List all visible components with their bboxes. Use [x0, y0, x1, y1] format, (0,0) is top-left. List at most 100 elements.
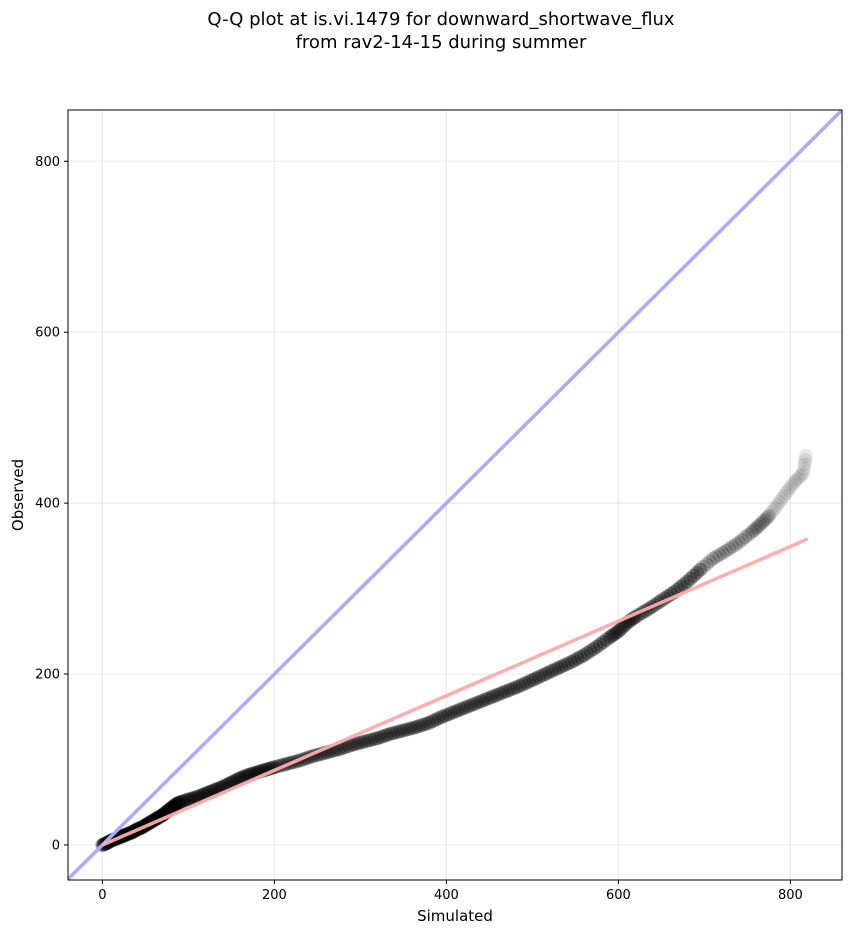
data-point	[789, 472, 804, 487]
data-point	[706, 551, 720, 566]
data-point	[673, 579, 688, 594]
data-point	[177, 793, 192, 808]
data-point	[779, 485, 794, 500]
data-point	[389, 725, 404, 740]
data-point	[580, 646, 595, 661]
data-point	[757, 513, 772, 528]
data-point	[676, 577, 691, 592]
data-point	[364, 732, 379, 747]
data-point	[783, 480, 798, 495]
y-axis-label: Observed	[9, 459, 27, 531]
data-point	[438, 708, 453, 723]
data-point	[172, 795, 187, 810]
data-point	[418, 716, 433, 731]
data-point	[367, 731, 382, 746]
data-point	[502, 682, 517, 697]
data-point	[187, 790, 202, 805]
data-point	[731, 535, 746, 550]
data-point	[338, 740, 353, 755]
data-point	[351, 736, 366, 751]
data-point	[457, 700, 472, 715]
data-point	[383, 726, 398, 741]
grid	[68, 110, 842, 880]
data-point	[451, 703, 466, 718]
data-point	[753, 517, 768, 532]
y-tick-label: 0	[52, 838, 60, 853]
data-point	[547, 662, 562, 677]
y-tick-label: 600	[35, 326, 60, 341]
data-point	[168, 797, 183, 812]
data-point	[712, 547, 727, 562]
data-point	[751, 519, 766, 534]
data-point	[602, 630, 617, 645]
data-point	[373, 730, 388, 745]
data-point	[796, 461, 811, 476]
data-point	[169, 797, 184, 812]
data-point	[473, 694, 488, 709]
data-point	[531, 670, 546, 685]
data-point	[567, 653, 582, 668]
data-point	[764, 506, 779, 521]
data-point	[431, 711, 446, 726]
data-point	[354, 735, 369, 750]
data-point	[725, 539, 740, 554]
data-point	[573, 649, 588, 664]
data-point	[699, 557, 714, 572]
data-point	[460, 699, 475, 714]
data-point	[583, 643, 598, 658]
data-point	[774, 491, 789, 506]
data-point	[406, 720, 421, 735]
data-point	[486, 689, 501, 704]
data-point	[761, 508, 776, 523]
data-point	[766, 503, 781, 518]
x-axis-label: Simulated	[417, 907, 493, 925]
data-point	[399, 722, 414, 737]
data-point	[335, 741, 350, 756]
data-point	[183, 792, 198, 807]
fit-line	[101, 537, 809, 847]
data-point	[785, 477, 800, 492]
data-point	[535, 668, 550, 683]
data-point	[741, 527, 756, 542]
data-point	[509, 680, 524, 695]
data-point	[415, 717, 430, 732]
data-point	[412, 718, 427, 733]
data-point	[409, 720, 424, 735]
data-point	[170, 796, 185, 811]
plot-frame	[67, 109, 843, 881]
data-point	[493, 686, 508, 701]
data-point	[179, 793, 194, 808]
data-point	[512, 679, 527, 694]
data-point	[185, 791, 200, 806]
data-point	[768, 500, 783, 515]
data-point	[735, 532, 750, 547]
data-point	[425, 714, 440, 729]
data-point	[772, 494, 787, 509]
data-point	[525, 673, 540, 688]
data-point	[693, 562, 708, 577]
data-point	[477, 693, 492, 708]
data-point	[557, 658, 572, 673]
data-point	[386, 726, 401, 741]
data-point	[233, 771, 247, 786]
data-point	[759, 511, 774, 526]
data-point	[422, 715, 437, 730]
data-point	[689, 565, 704, 580]
data-point	[781, 483, 796, 498]
data-point	[798, 449, 813, 464]
data-point	[515, 677, 530, 692]
data-point	[464, 698, 479, 713]
data-point	[596, 634, 611, 649]
data-point	[167, 798, 182, 813]
data-point	[770, 497, 785, 512]
data-point	[599, 632, 614, 647]
data-point	[593, 637, 608, 652]
data-point	[483, 690, 498, 705]
data-point	[749, 521, 763, 536]
data-point	[696, 560, 711, 575]
data-point	[604, 628, 619, 643]
data-point	[428, 712, 443, 727]
data-point	[586, 641, 601, 656]
data-point	[402, 721, 417, 736]
data-point	[470, 695, 485, 710]
